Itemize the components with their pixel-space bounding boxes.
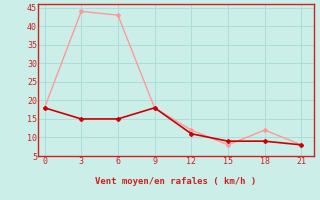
X-axis label: Vent moyen/en rafales ( km/h ): Vent moyen/en rafales ( km/h ) — [95, 178, 257, 186]
